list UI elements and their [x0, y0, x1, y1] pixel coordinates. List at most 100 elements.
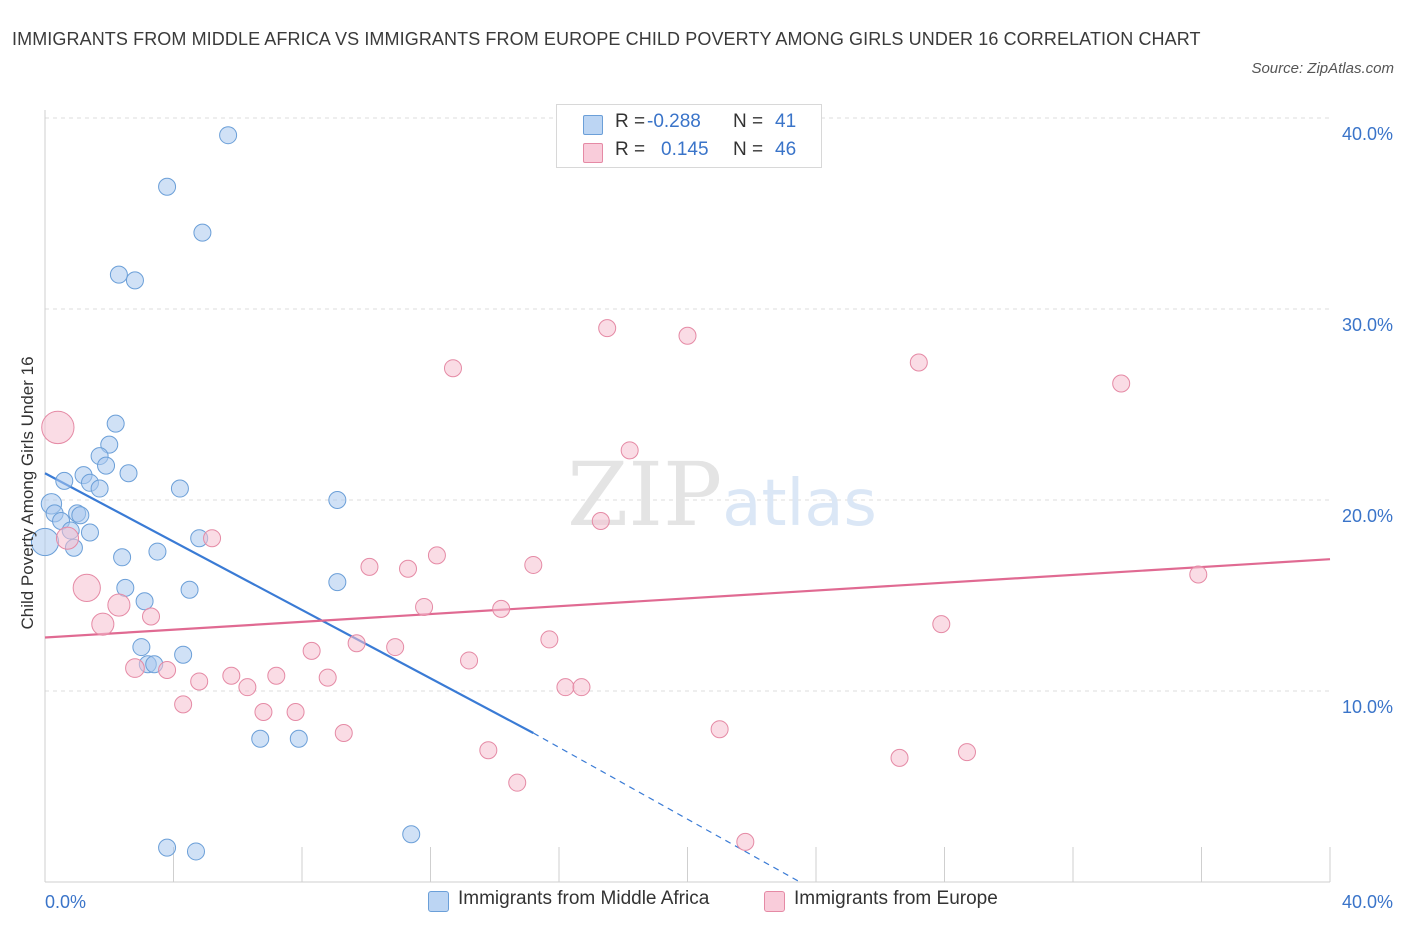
point-middle-africa [402, 825, 421, 844]
point-europe [492, 599, 511, 618]
point-europe [508, 773, 527, 792]
point-europe [443, 359, 462, 378]
stats-r-value: -0.288 [647, 111, 701, 132]
point-middle-africa [289, 729, 308, 748]
point-europe [1189, 565, 1208, 584]
point-europe [158, 660, 177, 679]
point-europe [386, 638, 405, 657]
point-europe [415, 597, 434, 616]
point-middle-africa [106, 414, 125, 433]
point-middle-africa [97, 456, 116, 475]
legend-swatch-europe [764, 891, 785, 912]
stats-n-label: N = [733, 111, 764, 132]
point-middle-africa [158, 838, 177, 857]
point-europe [572, 678, 591, 697]
stats-n-value: 41 [775, 111, 797, 132]
point-middle-africa [251, 729, 270, 748]
point-europe [334, 724, 353, 743]
point-middle-africa [170, 479, 189, 498]
stats-box: R = -0.288 N = 41 R = 0.145 N = 46 [556, 104, 822, 168]
point-europe [286, 703, 305, 722]
point-europe [460, 651, 479, 670]
point-europe [302, 641, 321, 660]
point-europe [556, 678, 575, 697]
point-europe [41, 410, 75, 445]
point-europe [591, 512, 610, 531]
y-axis-label: Child Poverty Among Girls Under 16 [18, 356, 37, 630]
trend-line-middle-africa [44, 472, 534, 734]
point-middle-africa [109, 265, 128, 284]
point-europe [479, 741, 498, 760]
point-middle-africa [328, 573, 347, 592]
point-europe [540, 630, 559, 649]
stats-n-value: 46 [775, 139, 797, 160]
point-europe [267, 666, 286, 685]
watermark-zip: ZIP [567, 443, 722, 546]
point-middle-africa [328, 491, 347, 509]
point-europe [909, 353, 928, 372]
stats-r-label: R = [615, 111, 646, 132]
point-europe [360, 557, 379, 576]
point-middle-africa [119, 464, 138, 483]
trend-extension-middle-africa [533, 732, 801, 883]
point-europe [736, 832, 755, 851]
point-europe [1112, 374, 1131, 393]
data-points [30, 126, 1208, 861]
point-europe [91, 612, 115, 636]
point-europe [174, 695, 193, 714]
point-middle-africa [180, 580, 199, 599]
y-tick-label: 40.0% [1342, 124, 1393, 144]
point-europe [932, 615, 951, 634]
stats-swatch-europe [583, 143, 603, 163]
point-europe [620, 441, 639, 460]
legend-label-europe: Immigrants from Europe [794, 888, 998, 909]
point-middle-africa [100, 435, 119, 454]
point-europe [347, 634, 366, 653]
point-europe [190, 672, 209, 691]
stats-swatch-middle-africa [583, 115, 603, 135]
point-middle-africa [132, 638, 151, 657]
point-europe [254, 703, 273, 722]
point-europe [524, 555, 543, 574]
point-europe [710, 720, 729, 739]
y-tick-label: 30.0% [1342, 315, 1393, 335]
point-middle-africa [186, 842, 205, 861]
stats-n-label: N = [733, 139, 764, 160]
chart-source: Source: ZipAtlas.com [1251, 60, 1394, 77]
point-middle-africa [135, 592, 154, 611]
trend-lines [44, 472, 1331, 883]
legend: Immigrants from Middle Africa Immigrants… [0, 888, 1406, 916]
point-middle-africa [80, 523, 99, 542]
point-europe [890, 748, 909, 767]
point-europe [238, 678, 257, 697]
point-middle-africa [219, 126, 238, 145]
x-tick-label: 0.0% [45, 892, 86, 912]
point-europe [72, 573, 101, 602]
point-europe [222, 666, 241, 685]
point-middle-africa [158, 177, 177, 196]
chart-title: IMMIGRANTS FROM MIDDLE AFRICA VS IMMIGRA… [12, 29, 1201, 49]
point-middle-africa [71, 506, 90, 525]
point-middle-africa [148, 542, 167, 561]
point-europe [957, 743, 976, 762]
point-middle-africa [90, 479, 109, 498]
stats-r-label: R = [615, 139, 646, 160]
point-middle-africa [174, 645, 193, 664]
legend-swatch-middle-africa [428, 891, 449, 912]
point-europe [678, 326, 697, 345]
watermark: ZIPatlas [567, 443, 877, 546]
legend-label-middle-africa: Immigrants from Middle Africa [458, 888, 710, 909]
point-europe [107, 593, 131, 617]
point-europe [55, 526, 80, 550]
trend-line-europe [44, 558, 1331, 639]
y-tick-label: 20.0% [1342, 506, 1393, 526]
x-tick-label: 40.0% [1342, 892, 1393, 912]
point-middle-africa [125, 271, 144, 290]
point-europe [318, 668, 337, 687]
point-europe [142, 607, 161, 626]
point-europe [203, 529, 222, 548]
point-europe [598, 319, 617, 338]
point-middle-africa [55, 471, 74, 490]
point-europe [125, 658, 145, 678]
